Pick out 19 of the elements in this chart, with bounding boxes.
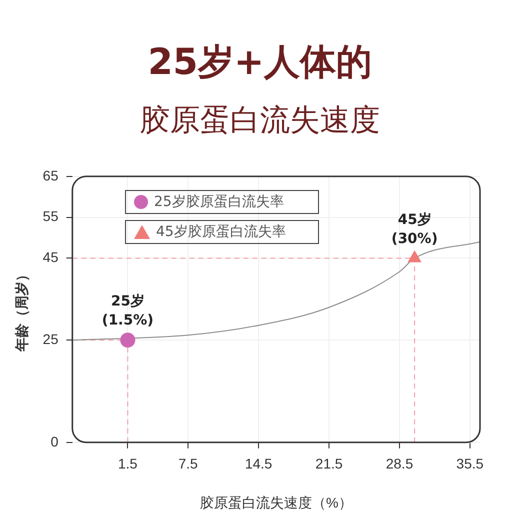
x-tick-label: 14.5: [244, 456, 272, 472]
x-tick-label: 7.5: [178, 456, 198, 472]
y-tick-label: 25: [42, 330, 59, 347]
legend-label: 25岁胶原蛋白流失率: [154, 193, 284, 211]
annotation: 45岁 (30%): [391, 212, 438, 247]
x-tick-label: 35.5: [456, 456, 484, 472]
x-tick-label: 1.5: [118, 456, 138, 472]
y-tick-label: 0: [50, 433, 59, 450]
annotation: 25岁 (1.5%): [102, 294, 154, 329]
x-tick-label: 28.5: [386, 456, 414, 472]
chart-subtitle: 胶原蛋白流失速度: [139, 102, 381, 140]
legend-label: 45岁胶原蛋白流失率: [156, 223, 286, 241]
y-tick-label: 45: [42, 249, 59, 266]
x-tick-label: 21.5: [315, 456, 343, 472]
y-tick-label: 65: [42, 167, 59, 184]
chart-title: 25岁+人体的: [146, 41, 374, 85]
x-axis-title: 胶原蛋白流失速度（%）: [200, 494, 352, 510]
y-axis-title: 年龄（周岁）: [13, 267, 30, 352]
y-tick-label: 55: [42, 208, 59, 224]
